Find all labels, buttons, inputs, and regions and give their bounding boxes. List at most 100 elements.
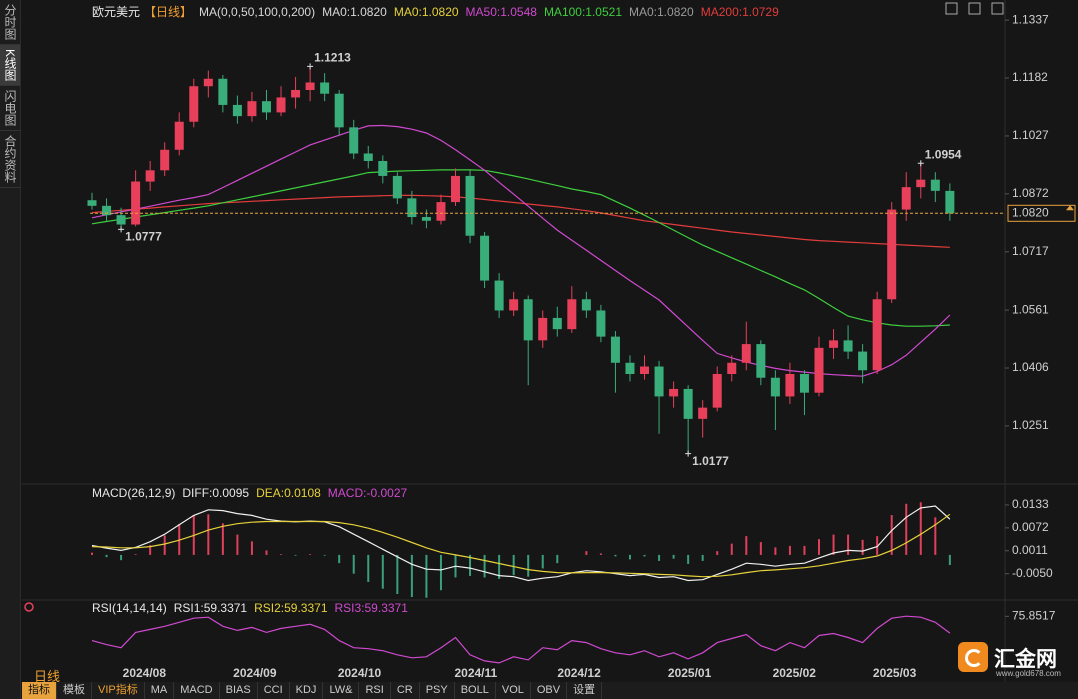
candle-body (407, 198, 417, 218)
indicator-tab[interactable]: BIAS (220, 682, 258, 699)
window-button[interactable] (968, 2, 981, 15)
candle-body (799, 373, 809, 393)
indicator-tab[interactable]: MACD (174, 682, 220, 699)
candle-body (160, 149, 170, 171)
indicator-line (91, 505, 951, 582)
candle-body (829, 340, 839, 348)
candle-body (451, 175, 460, 203)
indicator-tab[interactable]: VIP指标 (92, 682, 145, 699)
low-label: 1.0177 (692, 454, 729, 468)
legend-item: MA100:1.0521 (543, 4, 622, 19)
indicator-tab[interactable]: VOL (496, 682, 531, 699)
window-button[interactable] (991, 2, 1004, 15)
candle-body (436, 202, 446, 221)
candle-body (552, 317, 562, 330)
x-tick-label: 2024/10 (338, 666, 382, 680)
candle-body (392, 175, 402, 199)
indicator-tab[interactable]: CR (391, 682, 420, 699)
indicator-line (91, 513, 951, 578)
candle-body (858, 351, 868, 371)
candle-body (145, 170, 155, 182)
candle-body (625, 362, 635, 374)
candle-body (596, 310, 606, 337)
x-tick-label: 2025/02 (773, 666, 817, 680)
candle-body (276, 97, 286, 113)
sidebar-tab[interactable]: K线图 (0, 45, 20, 87)
candle-body (654, 366, 664, 397)
indicator-tab[interactable]: PSY (420, 682, 455, 699)
indicator-tab[interactable]: LW& (323, 682, 360, 699)
x-tick-label: 2025/01 (668, 666, 712, 680)
indicator-tab[interactable]: 模板 (57, 682, 92, 699)
indicator-tab[interactable]: RSI (359, 682, 391, 699)
y-tick-label: 1.0561 (1012, 302, 1049, 316)
candle-body (785, 373, 795, 397)
sidebar-tab[interactable]: 合约资料 (0, 131, 20, 189)
candle-body (480, 235, 490, 281)
extreme-marker (118, 226, 125, 233)
extreme-marker (685, 450, 692, 457)
y-tick-label: -0.0050 (1012, 566, 1053, 580)
candle-body (363, 153, 373, 161)
candle-body (349, 127, 359, 154)
candle-body (232, 104, 242, 117)
sidebar-tab[interactable]: 闪电图 (0, 86, 20, 132)
high-label: 1.0954 (925, 147, 962, 161)
panel-title: RSI(14,14,14) (92, 601, 167, 615)
indicator-icon[interactable] (24, 602, 34, 612)
candle-body (727, 362, 737, 374)
window-button[interactable] (945, 2, 958, 15)
indicator-tab[interactable]: KDJ (290, 682, 324, 699)
indicator-tab[interactable]: CCI (258, 682, 290, 699)
panel-title: MACD(26,12,9) (92, 486, 176, 500)
candle-body (843, 340, 853, 352)
y-tick-label: 1.0406 (1012, 360, 1049, 374)
candle-body (770, 377, 780, 397)
indicator-line (91, 169, 950, 327)
candle-body (945, 190, 955, 214)
candle-body (712, 373, 722, 408)
x-tick-label: 2024/08 (123, 666, 167, 680)
legend-item: MA(0,0,50,100,0,200) (199, 4, 316, 19)
sidebar-tab[interactable]: 分时图 (0, 0, 20, 45)
panel-header: MACD(26,12,9) DIFF:0.0095 DEA:0.0108 MACD:-… (92, 486, 407, 500)
legend-item: MA200:1.0729 (700, 4, 779, 19)
candle-body (538, 317, 548, 341)
candle-body (247, 101, 257, 117)
y-tick-label: 0.0072 (1012, 520, 1049, 534)
indicator-tab[interactable]: 设置 (567, 682, 603, 699)
candle-body (320, 82, 330, 94)
x-tick-label: 2024/11 (454, 666, 497, 680)
legend-item: DIFF:0.0095 (182, 486, 250, 500)
indicator-tab[interactable]: BOLL (455, 682, 496, 699)
indicator-tab[interactable]: OBV (531, 682, 568, 699)
candle-body (378, 160, 388, 176)
candle-body (203, 78, 213, 87)
candle-body (261, 101, 271, 113)
y-tick-label: 0.0133 (1012, 497, 1049, 511)
candle-body (523, 299, 533, 341)
logo-icon (958, 642, 988, 672)
legend-item: RSI3:59.3371 (334, 601, 408, 615)
candle-body (189, 86, 199, 122)
x-tick-label: 2024/12 (557, 666, 601, 680)
candle-body (683, 388, 693, 419)
indicator-tab[interactable]: 指标 (22, 682, 57, 699)
indicator-line (91, 194, 950, 248)
candle-body (291, 89, 301, 98)
legend-item: MA0:1.0820 (393, 4, 459, 19)
y-tick-label: 1.1337 (1012, 12, 1049, 26)
candle-body (756, 344, 766, 378)
candle-body (916, 179, 926, 188)
indicator-tab[interactable]: MA (145, 682, 175, 699)
indicator-line (91, 615, 951, 664)
current-price-box (1007, 204, 1076, 222)
logo-name: 汇金网 (994, 648, 1057, 671)
candle-body (901, 187, 911, 210)
y-tick-label: 1.1027 (1012, 128, 1049, 142)
indicator-line (91, 124, 951, 377)
candle-body (87, 200, 97, 206)
candle-body (334, 93, 344, 128)
